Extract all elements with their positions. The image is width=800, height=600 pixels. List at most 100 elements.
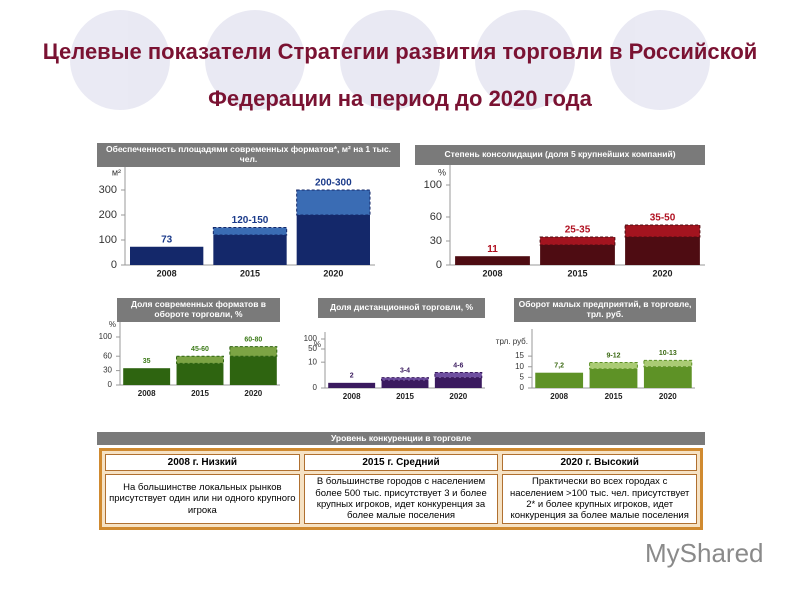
- bar-range: [176, 355, 224, 364]
- data-label: 200-300: [315, 178, 352, 189]
- bar: [540, 245, 615, 265]
- decor: [70, 10, 710, 110]
- bar: [296, 215, 370, 265]
- y-tick-label: 100: [99, 234, 117, 246]
- x-tick-label: 2008: [138, 389, 156, 398]
- chart-title: Оборот малых предприятий, в торговле, тр…: [514, 298, 696, 322]
- data-label: 60-80: [244, 336, 262, 343]
- data-label: 9-12: [606, 352, 620, 359]
- x-tick-label: 2015: [605, 392, 623, 401]
- data-label: 45-60: [191, 346, 209, 353]
- data-label: 2: [350, 373, 354, 380]
- slide-title: Целевые показатели Стратегии развития то…: [42, 39, 758, 111]
- bar: [589, 368, 638, 388]
- x-tick-label: 2020: [244, 389, 262, 398]
- table-title: Уровень конкуренции в торговле: [97, 432, 705, 445]
- y-tick-label: 200: [99, 209, 117, 221]
- bar-range: [539, 236, 616, 246]
- x-tick-label: 2020: [449, 392, 467, 401]
- y-tick-label: 10: [308, 357, 317, 366]
- bar: [328, 382, 376, 388]
- y-tick-label: 60: [430, 211, 442, 223]
- data-label: 35: [143, 358, 151, 365]
- y-tick-label: 30: [430, 235, 442, 247]
- bar: [455, 256, 530, 265]
- x-tick-label: 2015: [191, 389, 209, 398]
- y-axis-label: %: [314, 340, 321, 349]
- table-column: 2015 г. Средний В большинстве городов с н…: [303, 454, 499, 524]
- y-axis-label: %: [438, 167, 446, 177]
- data-label: 35-50: [650, 213, 676, 224]
- table-cell: В большинстве городов с населением более…: [303, 474, 499, 524]
- x-tick-label: 2020: [659, 392, 677, 401]
- bar-range: [589, 362, 638, 370]
- bar: [625, 237, 700, 265]
- bar: [213, 235, 287, 265]
- bar: [176, 363, 224, 385]
- table-column: 2008 г. Низкий На большинстве локальных р…: [105, 454, 300, 524]
- y-tick-label: 10: [515, 362, 524, 371]
- chart-title: Доля дистанционной торговли, %: [318, 298, 485, 318]
- x-tick-label: 2020: [652, 268, 672, 278]
- bar-range: [643, 359, 693, 368]
- chart-title: Доля современных форматов в обороте торг…: [117, 298, 280, 322]
- y-tick-label: 300: [99, 184, 117, 196]
- data-label: 7,2: [554, 363, 564, 370]
- bar-range: [229, 346, 278, 357]
- bar: [434, 377, 482, 388]
- x-tick-label: 2008: [550, 392, 568, 401]
- bar: [123, 368, 171, 385]
- table-cell: Практически во всех городах с населением…: [502, 474, 698, 524]
- data-label: 73: [161, 234, 173, 245]
- y-tick-label: 50: [308, 344, 317, 353]
- bar-range: [624, 224, 701, 238]
- x-tick-label: 2015: [396, 392, 414, 401]
- bar-range: [434, 372, 483, 379]
- y-axis-label: %: [109, 320, 116, 329]
- bar-range: [212, 227, 288, 236]
- watermark: MyShared: [645, 538, 764, 568]
- table-column: 2020 г. Высокий Практически во всех город…: [502, 454, 698, 524]
- x-tick-label: 2020: [323, 268, 343, 278]
- x-tick-label: 2008: [343, 392, 361, 401]
- data-label: 11: [487, 244, 498, 255]
- y-tick-label: 0: [520, 383, 525, 392]
- data-label: 4-6: [453, 362, 463, 369]
- y-tick-label: 15: [515, 351, 524, 360]
- chart-title: Степень консолидации (доля 5 крупнейших …: [415, 145, 705, 165]
- y-tick-label: 100: [304, 334, 318, 343]
- competition-table: 2008 г. Низкий На большинстве локальных р…: [99, 448, 703, 530]
- chart-title: Обеспеченность площадями современных фор…: [97, 143, 400, 167]
- table-cell: На большинстве локальных рынков присутст…: [105, 474, 300, 524]
- y-tick-label: 5: [520, 372, 525, 381]
- data-label: 25-35: [565, 225, 591, 236]
- column-header: 2020 г. Высокий: [502, 454, 698, 471]
- y-tick-label: 0: [111, 259, 117, 271]
- bar: [381, 380, 429, 388]
- y-tick-label: 0: [108, 380, 113, 389]
- bar: [643, 366, 692, 388]
- bar-range: [381, 377, 429, 381]
- y-tick-label: 0: [313, 383, 318, 392]
- y-tick-label: 100: [424, 179, 442, 191]
- y-axis-label: трл. руб.: [496, 337, 528, 346]
- y-tick-label: 100: [99, 332, 113, 341]
- x-tick-label: 2015: [567, 268, 587, 278]
- data-label: 10-13: [659, 350, 677, 357]
- column-header: 2015 г. Средний: [303, 454, 499, 471]
- x-tick-label: 2008: [482, 268, 502, 278]
- data-label: 120-150: [232, 215, 269, 226]
- bar: [229, 356, 277, 385]
- bar-range: [296, 189, 371, 216]
- y-tick-label: 30: [103, 366, 112, 375]
- y-tick-label: 0: [436, 259, 442, 271]
- y-tick-label: 60: [103, 351, 112, 360]
- bar: [130, 246, 204, 265]
- x-tick-label: 2008: [157, 268, 177, 278]
- column-header: 2008 г. Низкий: [105, 454, 300, 471]
- bar: [535, 372, 584, 388]
- x-tick-label: 2015: [240, 268, 260, 278]
- data-label: 3-4: [400, 368, 410, 375]
